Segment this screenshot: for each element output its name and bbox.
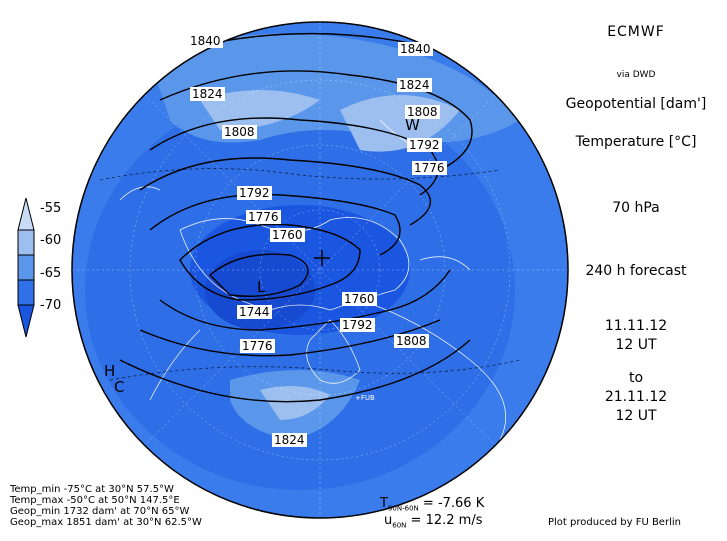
- stat-temp-min: Temp_min -75°C at 30°N 57.5°W: [10, 484, 174, 495]
- high-marker: H: [104, 362, 116, 380]
- level-label: 70 hPa: [612, 200, 660, 216]
- contour-label: 1808: [222, 125, 257, 139]
- contour-label: 1776: [240, 339, 275, 353]
- valid-date: 21.11.12: [604, 389, 668, 405]
- contour-label: 1824: [397, 78, 432, 92]
- stat-geop-min: Geop_min 1732 dam' at 70°N 65°W: [10, 506, 190, 517]
- credit-label: Plot produced by FU Berlin: [548, 517, 681, 528]
- legend-tick: -70: [40, 298, 62, 313]
- stat-temp-max: Temp_max -50°C at 50°N 147.5°E: [10, 495, 180, 506]
- low-marker: L: [257, 278, 266, 296]
- source-label: via DWD: [616, 70, 656, 80]
- mean-temperature: T90N-60N = -7.66 K: [380, 496, 485, 513]
- init-date: 11.11.12: [604, 318, 668, 334]
- init-time: 12 UT: [615, 337, 657, 353]
- fub-marker: +FUB: [355, 394, 375, 402]
- contour-label: 1824: [190, 87, 225, 101]
- variable-temperature: Temperature [°C]: [575, 134, 697, 150]
- contour-label: 1760: [270, 228, 305, 242]
- to-label: to: [628, 370, 644, 386]
- cold-marker: C: [114, 378, 125, 396]
- contour-label: 1840: [398, 42, 433, 56]
- page-title: ECMWF: [607, 24, 665, 40]
- contour-label: 1792: [237, 186, 272, 200]
- contour-label: 1776: [412, 161, 447, 175]
- valid-time: 12 UT: [615, 408, 657, 424]
- contour-label: 1792: [340, 318, 375, 332]
- legend-tick: -60: [40, 233, 62, 248]
- warm-marker: W: [405, 116, 420, 134]
- contour-label: 1808: [405, 105, 440, 119]
- mean-wind: u60N = 12.2 m/s: [384, 513, 483, 530]
- contour-label: 1760: [342, 292, 377, 306]
- legend-tick: -65: [40, 266, 62, 281]
- contour-label: 1824: [272, 433, 307, 447]
- variable-geopotential: Geopotential [dam']: [565, 96, 707, 112]
- contour-label: 1792: [407, 138, 442, 152]
- legend-tick: -55: [40, 201, 62, 216]
- contour-label: 1744: [237, 305, 272, 319]
- contour-label: 1808: [394, 334, 429, 348]
- forecast-label: 240 h forecast: [585, 263, 687, 279]
- stat-geop-max: Geop_max 1851 dam' at 30°N 62.5°W: [10, 517, 202, 528]
- pole-marker: [314, 250, 330, 266]
- contour-label: 1776: [246, 210, 281, 224]
- colorbar: [17, 197, 35, 338]
- contour-label: 1840: [188, 34, 223, 48]
